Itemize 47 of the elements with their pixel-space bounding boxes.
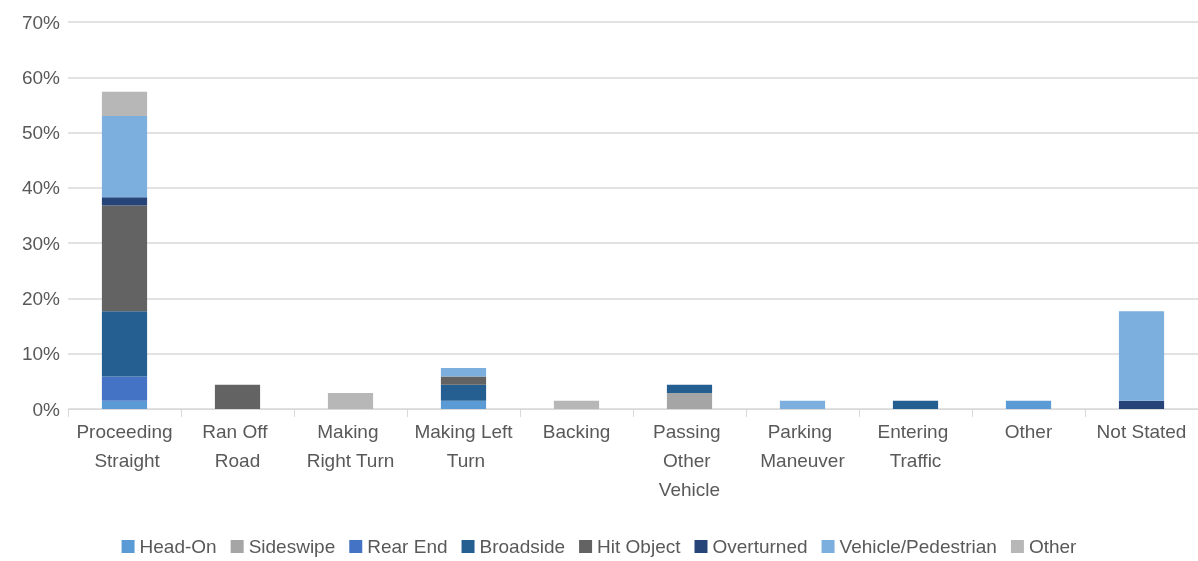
bar	[1118, 311, 1165, 401]
y-tick-label: 50%	[21, 122, 61, 144]
bar	[101, 115, 148, 198]
bar	[440, 368, 487, 377]
bar	[892, 400, 939, 409]
x-tick-label: Making Left Turn	[414, 421, 514, 471]
x-tick-label: Entering Traffic	[877, 421, 954, 471]
bar	[440, 384, 487, 401]
bar	[666, 392, 713, 409]
bar	[101, 311, 148, 377]
bar	[101, 376, 148, 401]
y-tick-label: 10%	[21, 343, 61, 365]
legend-label: Sideswipe	[248, 536, 336, 557]
bar	[101, 197, 148, 206]
x-tick-label: Ran Off Road	[202, 421, 273, 471]
legend-label: Hit Object	[597, 536, 682, 557]
y-tick-label: 40%	[21, 177, 61, 199]
bar	[101, 205, 148, 312]
y-tick-label: 0%	[32, 398, 61, 420]
y-tick-label: 70%	[21, 11, 61, 33]
bar	[1118, 400, 1165, 409]
legend-label: Vehicle/Pedestrian	[839, 536, 997, 557]
bar	[101, 400, 148, 409]
y-tick-label: 60%	[21, 66, 61, 88]
bar	[214, 384, 261, 409]
legend-label: Rear End	[367, 536, 448, 557]
bar	[779, 400, 826, 409]
bar	[553, 400, 600, 409]
legend-label: Other	[1028, 536, 1078, 557]
bar	[440, 400, 487, 409]
y-tick-label: 20%	[21, 287, 61, 309]
x-tick-label: Making Right Turn	[306, 421, 395, 471]
x-tick-label: Not Stated	[1096, 421, 1187, 442]
bar	[440, 376, 487, 385]
legend-label: Overturned	[712, 536, 808, 557]
x-tick-label: Proceeding Straight	[76, 421, 173, 471]
y-tick-label: 30%	[21, 232, 61, 254]
x-tick-label: Other	[1004, 421, 1053, 442]
bar	[327, 392, 374, 409]
legend-label: Broadside	[479, 536, 566, 557]
legend-label: Head-On	[139, 536, 217, 557]
x-tick-label: Passing Other Vehicle	[653, 421, 726, 500]
bar	[1005, 400, 1052, 409]
bar	[101, 91, 148, 116]
bar	[666, 384, 713, 393]
x-tick-label: Backing	[542, 421, 611, 442]
x-tick-label: Parking Maneuver	[760, 421, 846, 471]
